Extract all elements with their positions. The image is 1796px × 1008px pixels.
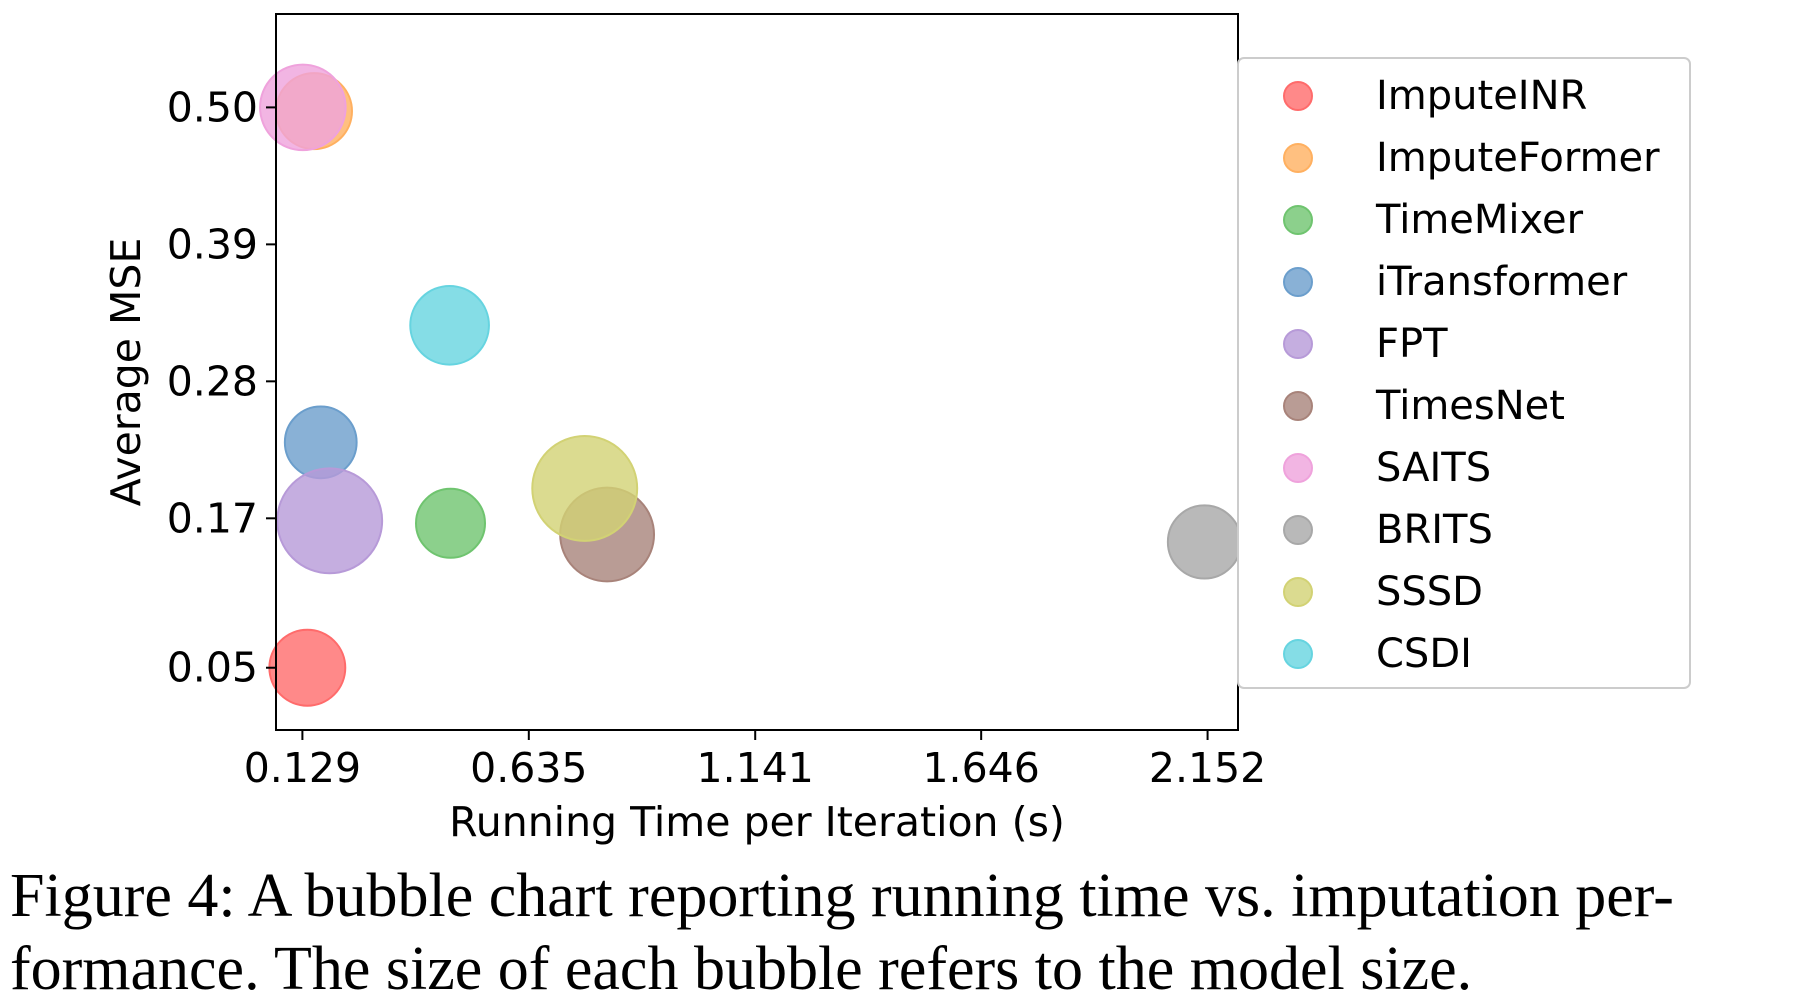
caption-line-1: Figure 4: A bubble chart reporting runni… xyxy=(10,862,1674,930)
legend-frame xyxy=(1237,57,1691,689)
legend-marker-sssd xyxy=(1283,577,1313,607)
legend-label-timesnet: TimesNet xyxy=(1375,383,1565,429)
y-axis-label: Average MSE xyxy=(102,238,150,507)
bubble-sssd xyxy=(531,434,639,542)
bubble-fpt xyxy=(276,467,384,575)
bubble-itransformer xyxy=(283,405,358,480)
y-axis: 0.05 0.17 0.28 0.39 0.50 xyxy=(167,83,276,692)
y-tick-label: 0.17 xyxy=(167,494,258,542)
legend-label-imputeinr: ImputeINR xyxy=(1376,73,1587,119)
x-tick-label: 1.646 xyxy=(922,744,1039,792)
x-tick-label: 0.129 xyxy=(244,744,361,792)
x-tick-label: 1.141 xyxy=(697,744,814,792)
figure-caption: Figure 4: A bubble chart reporting runni… xyxy=(10,860,1790,1006)
bubble-saits xyxy=(259,63,347,152)
legend-label-saits: SAITS xyxy=(1376,445,1491,491)
legend-marker-itransformer xyxy=(1283,267,1313,297)
x-tick-label: 0.635 xyxy=(470,744,587,792)
x-axis: 0.129 0.635 1.141 1.646 2.152 xyxy=(244,730,1266,792)
plot-area-frame xyxy=(275,13,1239,731)
bubble-timemixer xyxy=(415,487,487,559)
x-axis-label: Running Time per Iteration (s) xyxy=(449,798,1065,846)
legend-marker-csdi xyxy=(1283,639,1313,669)
legend-marker-fpt xyxy=(1283,329,1313,359)
legend-label-brits: BRITS xyxy=(1376,507,1493,553)
legend-label-imputeformer: ImputeFormer xyxy=(1376,135,1660,181)
legend-label-sssd: SSSD xyxy=(1376,569,1483,615)
legend-marker-imputeformer xyxy=(1283,143,1313,173)
caption-line-2: formance. The size of each bubble refers… xyxy=(10,935,1473,1003)
bubble-imputeinr xyxy=(268,628,347,707)
y-tick-label: 0.39 xyxy=(167,220,258,268)
legend-marker-brits xyxy=(1283,515,1313,545)
bubble-csdi xyxy=(409,284,490,366)
legend-label-fpt: FPT xyxy=(1376,321,1448,367)
bubble-layer xyxy=(259,63,1243,707)
x-tick-label: 2.152 xyxy=(1149,744,1266,792)
y-tick-label: 0.05 xyxy=(167,644,258,692)
bubble-chart: 0.129 0.635 1.141 1.646 2.152 0.050.170.280.… xyxy=(102,13,1691,846)
legend-label-timemixer: TimeMixer xyxy=(1375,197,1584,243)
legend-label-csdi: CSDI xyxy=(1376,631,1472,677)
legend-marker-timemixer xyxy=(1283,205,1313,235)
legend-marker-timesnet xyxy=(1283,391,1313,421)
y-tick-label: 0.28 xyxy=(167,357,258,405)
bubble-brits xyxy=(1166,504,1243,580)
legend-marker-imputeinr xyxy=(1283,81,1313,111)
legend-label-itransformer: iTransformer xyxy=(1376,259,1628,305)
legend-marker-saits xyxy=(1283,453,1313,483)
legend: ImputeINR ImputeFormer TimeMixer iTransform… xyxy=(1237,57,1691,689)
y-tick-label: 0.50 xyxy=(167,83,258,131)
